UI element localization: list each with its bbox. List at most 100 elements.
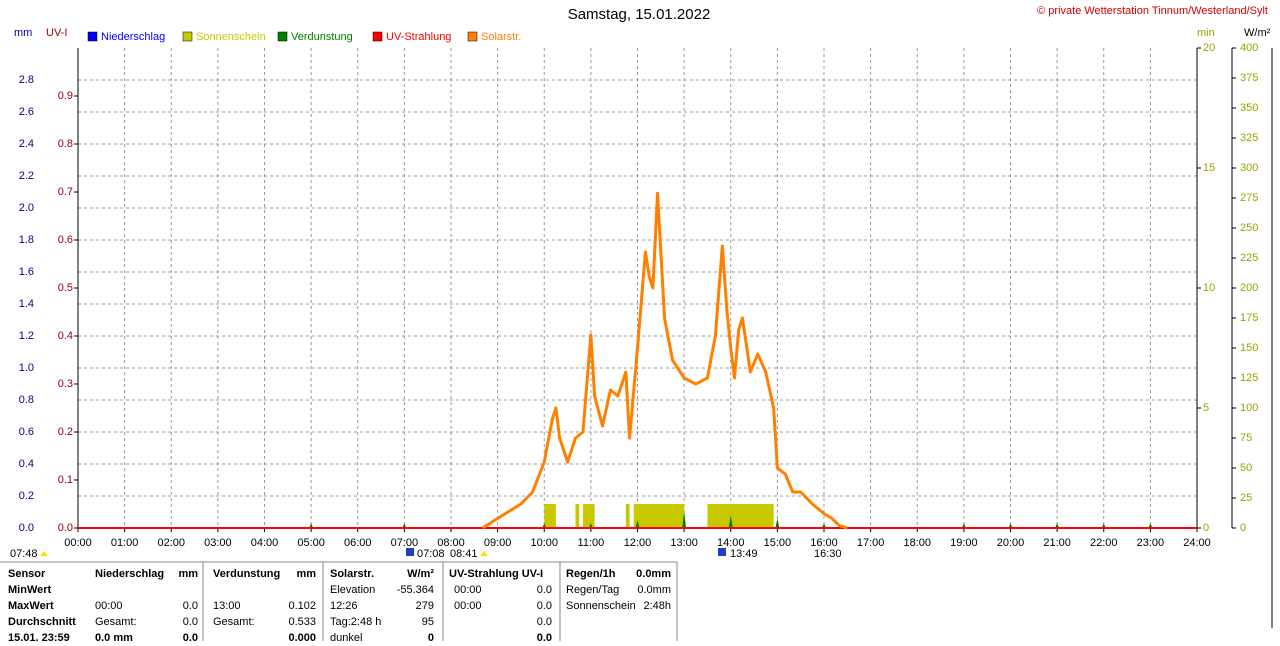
evaporation-mark [402, 523, 407, 528]
x-tick-label: 24:00 [1183, 537, 1211, 549]
x-tick-label: 01:00 [111, 537, 139, 549]
y4-tick-label: 350 [1240, 102, 1258, 114]
y3-tick-label: 20 [1203, 42, 1215, 54]
x-tick-label: 19:00 [950, 537, 978, 549]
x-tick-label: 00:00 [64, 537, 92, 549]
legend-label: Niederschlag [101, 31, 165, 43]
y3-axis-label: min [1197, 27, 1215, 39]
table-cell: 00:00 [95, 600, 123, 612]
x-tick-label: 06:00 [344, 537, 372, 549]
x-tick-label: 05:00 [297, 537, 325, 549]
y-tick-label: 2.2 [19, 170, 34, 182]
table-cell: 0.0 [537, 632, 552, 641]
y2-tick-label: 0.0 [58, 522, 73, 534]
legend-swatch [467, 31, 478, 42]
y3-tick-label: 5 [1203, 402, 1209, 414]
table-cell: Sensor [8, 568, 46, 580]
y-tick-label: 0.6 [19, 426, 34, 438]
y-tick-label: 2.4 [19, 138, 34, 150]
y4-tick-label: 400 [1240, 42, 1258, 54]
sunshine-bar [575, 504, 580, 528]
y3-tick-label: 0 [1203, 522, 1209, 534]
y2-tick-label: 0.8 [58, 138, 73, 150]
table-cell: Regen/Tag [566, 584, 619, 596]
y-tick-label: 1.4 [19, 298, 34, 310]
table-cell: mm [178, 568, 198, 580]
evaporation-mark [682, 511, 687, 528]
y-tick-label: 1.2 [19, 330, 34, 342]
legend-swatch [372, 31, 383, 42]
y4-tick-label: 0 [1240, 522, 1246, 534]
evaporation-mark [1148, 523, 1153, 528]
evaporation-mark [542, 523, 547, 528]
y2-tick-label: 0.4 [58, 330, 73, 342]
y2-tick-label: 0.7 [58, 186, 73, 198]
x-tick-label: 10:00 [530, 537, 558, 549]
table-cell: Verdunstung [213, 568, 280, 580]
table-cell: 279 [416, 600, 434, 612]
x-tick-label: 20:00 [997, 537, 1025, 549]
legend-label: UV-Strahlung [386, 31, 451, 43]
evaporation-mark [1008, 523, 1013, 528]
table-cell: 13:00 [213, 600, 241, 612]
sun-marker [40, 551, 48, 556]
x-tick-label: 18:00 [903, 537, 931, 549]
y2-axis-label: UV-I [46, 27, 67, 39]
table-cell: Solarstr. [330, 568, 374, 580]
table-cell: Durchschnitt [8, 616, 76, 628]
y-axis-label: mm [14, 27, 32, 39]
table-cell: UV-Strahlung UV-I [449, 568, 543, 580]
y4-tick-label: 375 [1240, 72, 1258, 84]
sunshine-bar [633, 504, 685, 528]
y2-tick-label: 0.3 [58, 378, 73, 390]
table-cell: 15.01. 23:59 [8, 632, 70, 641]
evaporation-mark [1101, 523, 1106, 528]
annotation: 07:08 [417, 548, 445, 560]
legend-swatch [87, 31, 98, 42]
y4-tick-label: 50 [1240, 462, 1252, 474]
table-cell: 95 [422, 616, 434, 628]
y-tick-label: 1.0 [19, 362, 34, 374]
evaporation-mark [309, 523, 314, 528]
table-cell: 0.0 [183, 600, 198, 612]
sunshine-bar [582, 504, 595, 528]
y4-tick-label: 200 [1240, 282, 1258, 294]
y2-tick-label: 0.2 [58, 426, 73, 438]
y-tick-label: 0.0 [19, 522, 34, 534]
y4-tick-label: 125 [1240, 372, 1258, 384]
evaporation-mark [588, 523, 593, 528]
table-cell: 0.0 [537, 600, 552, 612]
x-tick-label: 15:00 [764, 537, 792, 549]
chart-title: Samstag, 15.01.2022 [568, 6, 711, 23]
marker [718, 548, 726, 556]
y3-tick-label: 10 [1203, 282, 1215, 294]
x-tick-label: 02:00 [157, 537, 185, 549]
evaporation-mark [1055, 523, 1060, 528]
sunshine-bar [544, 504, 556, 528]
x-tick-label: 14:00 [717, 537, 745, 549]
table-cell: Elevation [330, 584, 375, 596]
y4-tick-label: 150 [1240, 342, 1258, 354]
y4-tick-label: 325 [1240, 132, 1258, 144]
y2-tick-label: 0.5 [58, 282, 73, 294]
table-cell: 0.000 [288, 632, 316, 641]
legend-swatch [182, 31, 193, 42]
evaporation-mark [822, 523, 826, 528]
table-cell: 2:48h [643, 600, 671, 612]
table-cell: MaxWert [8, 600, 54, 612]
series-line [481, 191, 848, 530]
table-cell: Regen/1h [566, 568, 616, 580]
y-tick-label: 2.8 [19, 74, 34, 86]
x-tick-label: 22:00 [1090, 537, 1118, 549]
table-cell: Niederschlag [95, 568, 164, 580]
evaporation-mark [635, 520, 640, 528]
table-cell: 12:26 [330, 600, 358, 612]
y-tick-label: 1.6 [19, 266, 34, 278]
table-cell: 0 [428, 632, 434, 641]
y-tick-label: 1.8 [19, 234, 34, 246]
table-cell: 0.533 [288, 616, 316, 628]
table-cell: Gesamt: [213, 616, 255, 628]
legend-label: Verdunstung [291, 31, 353, 43]
y4-tick-label: 225 [1240, 252, 1258, 264]
y4-tick-label: 75 [1240, 432, 1252, 444]
